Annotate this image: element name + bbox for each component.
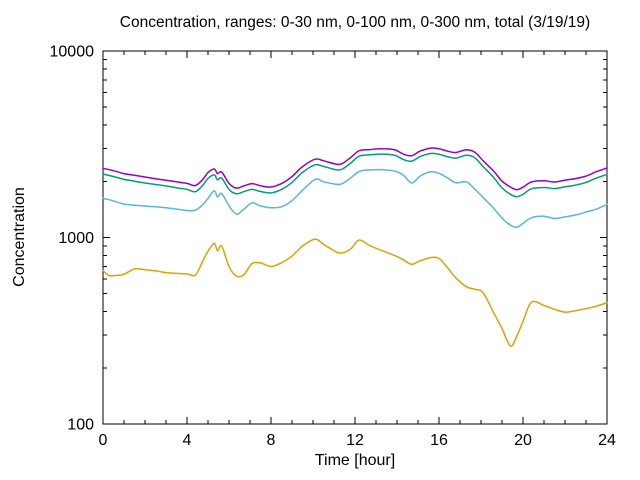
series-line-0-300-nm: [102, 152, 608, 198]
x-tick-label: 4: [183, 432, 192, 449]
x-tick-labels: 0 4 8 12 16 20 24: [99, 432, 616, 449]
x-tick-label: 20: [514, 432, 532, 449]
x-tick-label: 12: [346, 432, 364, 449]
y-axis-title: Concentration: [11, 187, 28, 287]
series-line-0-30-nm: [102, 238, 608, 347]
plot-border: [102, 50, 608, 425]
series-line-total: [102, 147, 608, 191]
x-tick-label: 0: [99, 432, 108, 449]
series-line-0-100-nm: [102, 168, 608, 229]
x-tick-label: 8: [267, 432, 276, 449]
x-tick-label: 24: [598, 432, 616, 449]
y-tick-label: 1000: [58, 230, 94, 247]
chart-title: Concentration, ranges: 0-30 nm, 0-100 nm…: [119, 14, 591, 31]
y-tick-label: 100: [67, 417, 94, 434]
x-tick-label: 16: [430, 432, 448, 449]
y-tick-label: 10000: [50, 44, 95, 61]
y-tick-labels: 100 1000 10000: [50, 44, 95, 434]
x-axis-title: Time [hour]: [314, 452, 396, 469]
axis-ticks: [102, 50, 608, 425]
